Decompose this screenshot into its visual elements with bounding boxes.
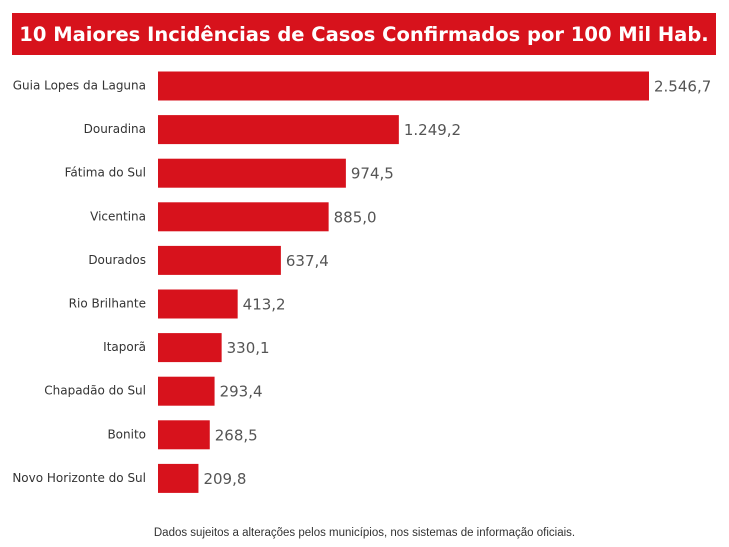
value-label: 330,1	[227, 339, 270, 357]
category-label: Guia Lopes da Laguna	[13, 79, 146, 93]
chart-title-bar: 10 Maiores Incidências de Casos Confirma…	[12, 13, 716, 55]
category-label: Itaporã	[103, 340, 146, 354]
category-label: Fátima do Sul	[65, 166, 146, 180]
chart-title: 10 Maiores Incidências de Casos Confirma…	[19, 22, 709, 46]
value-label: 293,4	[220, 383, 263, 401]
bar	[158, 376, 215, 406]
value-label: 885,0	[334, 208, 377, 226]
bar	[158, 202, 329, 232]
bar-chart: Guia Lopes da Laguna 2.546,7 Douradina 1.24…	[12, 71, 711, 493]
footnote: Dados sujeitos a alterações pelos municí…	[153, 527, 576, 539]
category-label: Rio Brilhante	[69, 297, 146, 311]
value-label: 1.249,2	[404, 121, 461, 139]
value-label: 209,8	[203, 470, 246, 488]
category-label: Douradina	[84, 122, 146, 136]
value-label: 637,4	[286, 252, 329, 270]
bar	[158, 245, 281, 275]
value-label: 413,2	[243, 296, 286, 314]
category-label: Novo Horizonte do Sul	[12, 471, 146, 485]
bar	[158, 420, 210, 450]
bar	[158, 158, 346, 188]
bar	[158, 333, 222, 363]
category-label: Dourados	[88, 253, 146, 267]
bar	[158, 463, 199, 493]
category-label: Vicentina	[90, 209, 146, 223]
category-label: Chapadão do Sul	[44, 384, 146, 398]
value-label: 974,5	[351, 165, 394, 183]
category-label: Bonito	[107, 427, 146, 441]
value-label: 2.546,7	[654, 78, 711, 96]
bar	[158, 289, 238, 319]
bar	[158, 71, 649, 101]
value-label: 268,5	[215, 426, 258, 444]
bar	[158, 115, 399, 145]
